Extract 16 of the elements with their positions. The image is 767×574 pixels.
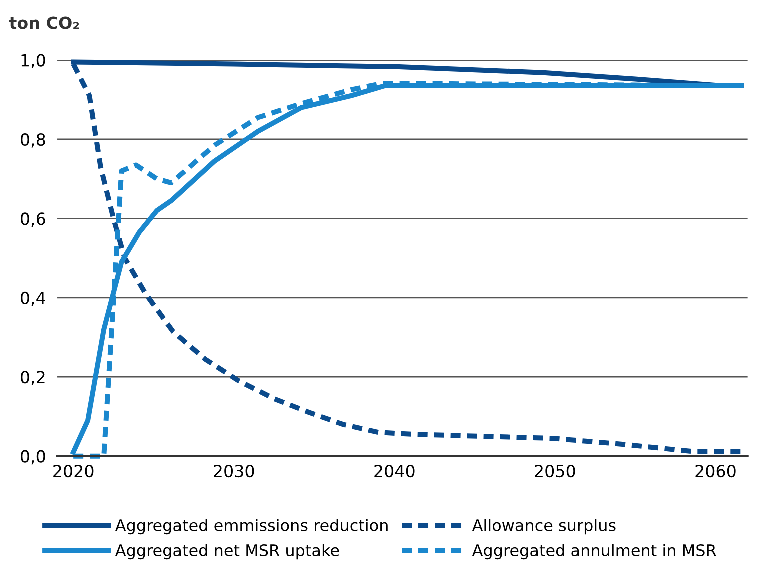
y-tick-label: 1,0 (22, 54, 46, 69)
x-tick-label: 2050 (535, 464, 576, 478)
legend-label: Allowance surplus (472, 519, 616, 535)
y-tick-label: 0,6 (21, 212, 46, 227)
y-tick-label: 0,0 (21, 450, 46, 465)
y-tick-label: 0,4 (21, 292, 46, 306)
legend-label: Aggregated net MSR uptake (115, 544, 340, 560)
x-tick-label: 2030 (214, 464, 254, 478)
x-tick-label: 2060 (696, 464, 736, 478)
x-tick-label: 2020 (54, 464, 94, 478)
legend-label: Aggregated emmissions reduction (115, 519, 388, 535)
x-tick-label: 2040 (374, 464, 415, 478)
y-tick-label: 0,2 (21, 371, 45, 386)
y-tick-label: 0,8 (21, 133, 46, 148)
y-axis-title: ton CO₂ (9, 16, 80, 30)
legend-label: Aggregated annulment in MSR (472, 544, 716, 560)
